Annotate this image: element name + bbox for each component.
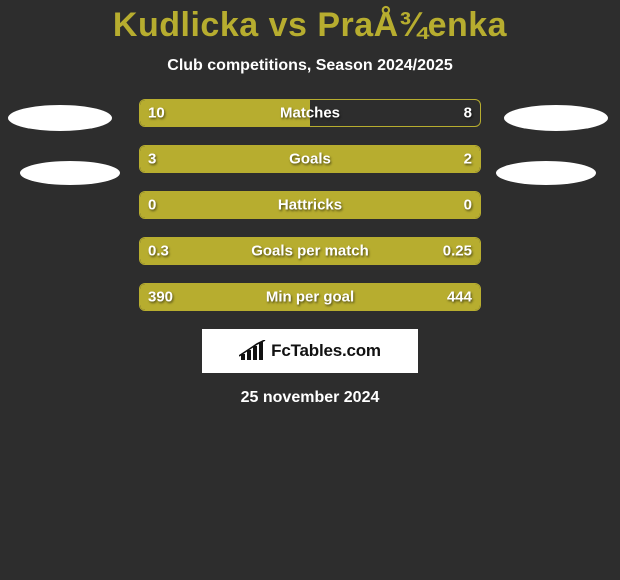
stat-value-left: 3 [148, 151, 156, 168]
stat-value-right: 8 [464, 105, 472, 122]
stat-value-right: 2 [464, 151, 472, 168]
stat-value-right: 444 [447, 289, 472, 306]
brand-box[interactable]: FcTables.com [202, 329, 418, 373]
player-right-ellipse-1 [504, 105, 608, 131]
player-left-ellipse-1 [8, 105, 112, 131]
stat-label: Goals [289, 151, 331, 168]
brand-text: FcTables.com [271, 341, 381, 361]
bar-chart-icon [239, 340, 267, 362]
stat-value-left: 0.3 [148, 243, 169, 260]
player-left-ellipse-2 [20, 161, 120, 185]
stat-row: 0.3 Goals per match 0.25 [139, 237, 481, 265]
page-title: Kudlicka vs PraÅ¾enka [0, 6, 620, 45]
stat-label: Min per goal [266, 289, 354, 306]
player-right-photo-col [504, 99, 608, 185]
player-right-ellipse-2 [496, 161, 596, 185]
comparison-region: 10 Matches 8 3 Goals 2 0 Hattricks 0 0.3 Goals per… [0, 99, 620, 311]
stat-label: Hattricks [278, 197, 342, 214]
date-line: 25 november 2024 [0, 389, 620, 407]
stat-value-right: 0 [464, 197, 472, 214]
stat-value-left: 390 [148, 289, 173, 306]
stat-value-left: 10 [148, 105, 165, 122]
stat-value-right: 0.25 [443, 243, 472, 260]
stats-bars: 10 Matches 8 3 Goals 2 0 Hattricks 0 0.3 Goals per… [139, 99, 481, 311]
stat-row: 390 Min per goal 444 [139, 283, 481, 311]
stat-row: 0 Hattricks 0 [139, 191, 481, 219]
player-left-photo-col [8, 99, 120, 185]
subtitle: Club competitions, Season 2024/2025 [0, 57, 620, 75]
stat-row: 10 Matches 8 [139, 99, 481, 127]
stat-row: 3 Goals 2 [139, 145, 481, 173]
stat-value-left: 0 [148, 197, 156, 214]
stat-label: Goals per match [251, 243, 369, 260]
stat-fill-right [337, 146, 480, 172]
stat-label: Matches [280, 105, 340, 122]
